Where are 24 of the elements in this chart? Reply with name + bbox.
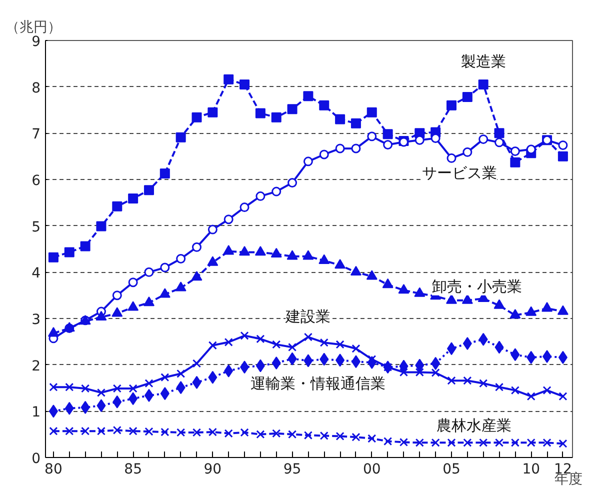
y-tick-label: 2 (32, 358, 41, 374)
x-tick-label: 95 (283, 462, 302, 478)
y-tick-label: 1 (32, 404, 41, 421)
y-tick-label: 9 (32, 34, 41, 50)
series-label: 卸売・小売業 (432, 277, 522, 296)
y-tick-label: 6 (32, 173, 41, 189)
y-tick-label: 5 (32, 219, 41, 236)
y-tick-label: 4 (32, 266, 41, 282)
series-label: 製造業 (460, 52, 506, 71)
y-tick-label: 0 (32, 451, 41, 467)
y-tick-label: 3 (32, 312, 41, 328)
y-axis-title: （兆円） (6, 20, 62, 36)
series-label: 建設業 (284, 307, 331, 326)
x-tick-label: 05 (442, 462, 460, 478)
x-tick-label: 00 (362, 462, 381, 478)
x-tick-label: 90 (204, 462, 222, 478)
series-label: 運輸業・情報通信業 (250, 374, 386, 393)
series-label: 農林水産業 (436, 416, 512, 434)
y-tick-label: 8 (32, 80, 41, 96)
y-tick-label: 7 (32, 126, 41, 143)
series-label: サービス業 (422, 164, 497, 182)
x-tick-label: 10 (522, 462, 540, 478)
x-tick-label: 80 (44, 462, 62, 478)
x-tick-label: 85 (124, 462, 142, 478)
